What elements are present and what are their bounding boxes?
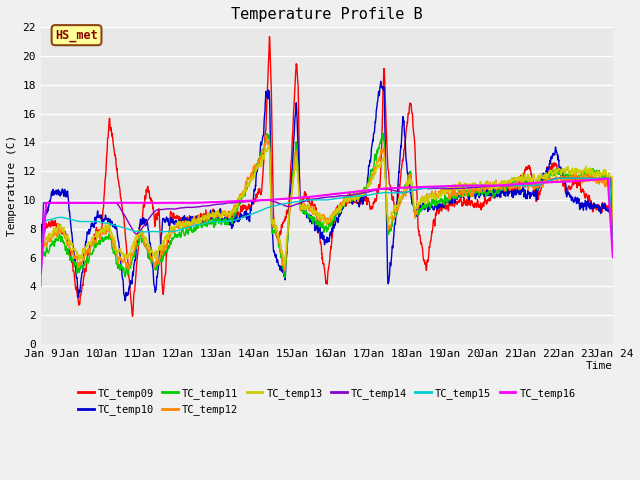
- TC_temp12: [609, 236, 617, 241]
- TC_temp11: [609, 230, 617, 236]
- TC_temp10: [37, 267, 45, 273]
- Title: Temperature Profile B: Temperature Profile B: [231, 7, 422, 22]
- Line: TC_temp11: TC_temp11: [41, 133, 613, 287]
- TC_temp16: [609, 254, 617, 260]
- TC_temp12: [493, 185, 501, 191]
- TC_temp10: [122, 298, 129, 303]
- TC_temp16: [196, 200, 204, 205]
- TC_temp11: [196, 220, 204, 226]
- Line: TC_temp14: TC_temp14: [41, 178, 613, 273]
- TC_temp14: [493, 183, 501, 189]
- TC_temp09: [575, 182, 582, 188]
- TC_temp16: [604, 176, 612, 181]
- TC_temp15: [344, 194, 351, 200]
- TC_temp09: [356, 199, 364, 205]
- TC_temp15: [558, 175, 566, 181]
- TC_temp13: [575, 168, 582, 174]
- TC_temp10: [493, 191, 501, 196]
- Text: Time: Time: [586, 361, 613, 371]
- TC_temp15: [37, 277, 45, 283]
- TC_temp15: [609, 255, 617, 261]
- TC_temp10: [196, 215, 204, 221]
- TC_temp12: [356, 190, 364, 196]
- TC_temp13: [559, 168, 566, 174]
- TC_temp13: [344, 197, 351, 203]
- TC_temp13: [493, 185, 501, 191]
- TC_temp12: [559, 178, 566, 184]
- TC_temp10: [609, 250, 617, 256]
- TC_temp12: [575, 176, 582, 181]
- TC_temp14: [356, 191, 364, 196]
- Line: TC_temp16: TC_temp16: [41, 179, 613, 273]
- TC_temp12: [344, 197, 351, 203]
- TC_temp09: [37, 264, 45, 269]
- TC_temp09: [266, 34, 273, 39]
- TC_temp11: [344, 197, 351, 203]
- TC_temp16: [356, 188, 364, 194]
- Y-axis label: Temperature (C): Temperature (C): [7, 135, 17, 236]
- TC_temp14: [344, 193, 351, 199]
- TC_temp10: [356, 196, 364, 202]
- Text: HS_met: HS_met: [55, 29, 98, 42]
- TC_temp10: [575, 198, 582, 204]
- TC_temp12: [196, 216, 204, 222]
- Legend: TC_temp09, TC_temp10, TC_temp11, TC_temp12, TC_temp13, TC_temp14, TC_temp15, TC_: TC_temp09, TC_temp10, TC_temp11, TC_temp…: [74, 384, 580, 419]
- TC_temp14: [609, 250, 617, 256]
- Line: TC_temp10: TC_temp10: [41, 81, 613, 300]
- TC_temp15: [575, 175, 582, 181]
- Line: TC_temp15: TC_temp15: [41, 178, 613, 280]
- TC_temp15: [356, 193, 364, 199]
- TC_temp11: [379, 131, 387, 136]
- TC_temp16: [574, 178, 582, 184]
- TC_temp09: [559, 181, 566, 187]
- TC_temp15: [568, 175, 575, 181]
- TC_temp11: [559, 170, 566, 176]
- TC_temp12: [37, 280, 45, 286]
- TC_temp10: [344, 193, 351, 199]
- Line: TC_temp09: TC_temp09: [41, 36, 613, 316]
- TC_temp16: [558, 179, 566, 185]
- TC_temp11: [575, 173, 582, 179]
- TC_temp13: [609, 229, 617, 235]
- TC_temp13: [196, 217, 204, 223]
- TC_temp16: [37, 270, 45, 276]
- TC_temp09: [493, 190, 501, 195]
- TC_temp10: [377, 78, 385, 84]
- TC_temp13: [265, 144, 273, 149]
- TC_temp09: [344, 200, 352, 205]
- TC_temp16: [493, 182, 501, 188]
- Line: TC_temp12: TC_temp12: [41, 135, 613, 283]
- TC_temp14: [575, 176, 582, 181]
- TC_temp09: [609, 247, 617, 253]
- TC_temp13: [356, 192, 364, 198]
- Line: TC_temp13: TC_temp13: [41, 146, 613, 277]
- TC_temp12: [262, 132, 270, 138]
- TC_temp14: [196, 204, 204, 209]
- TC_temp15: [196, 222, 204, 228]
- TC_temp14: [558, 175, 566, 181]
- TC_temp16: [344, 190, 351, 195]
- TC_temp14: [559, 175, 566, 181]
- TC_temp15: [493, 182, 501, 188]
- TC_temp13: [37, 275, 45, 280]
- TC_temp09: [196, 212, 204, 218]
- TC_temp14: [37, 270, 45, 276]
- TC_temp11: [37, 284, 45, 289]
- TC_temp11: [356, 194, 364, 200]
- TC_temp10: [559, 171, 566, 177]
- TC_temp09: [129, 313, 136, 319]
- TC_temp11: [493, 188, 501, 193]
